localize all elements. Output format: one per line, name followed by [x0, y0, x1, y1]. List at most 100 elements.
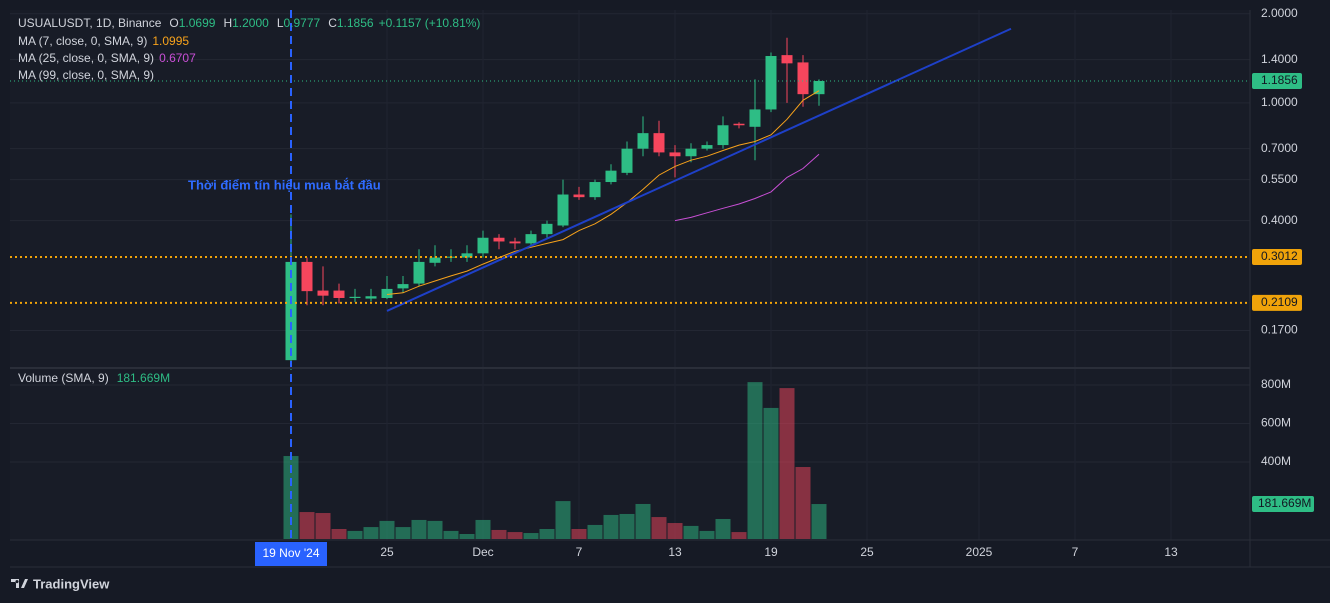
candle-body [621, 148, 633, 173]
level-tag [1252, 249, 1302, 266]
logo-text: TradingView [33, 576, 110, 591]
annotation: Thời điểm tín hiệu mua bắt đầu [188, 177, 381, 192]
y-tick-label: 0.1700 [1261, 323, 1298, 337]
candle-body [349, 296, 361, 298]
trend-line [386, 27, 1012, 312]
candle-body [541, 223, 553, 235]
volume-name: Volume (SMA, 9) [18, 371, 109, 385]
symbol: USUALUSDT, 1D, Binance [18, 16, 162, 30]
volume-bar [299, 512, 315, 539]
volume-bar [699, 530, 715, 539]
candle-body [429, 257, 441, 263]
candle-body [653, 133, 665, 153]
ohlc-value: 1.0699 [179, 16, 216, 30]
candle-body [525, 234, 537, 244]
candle-body [477, 237, 489, 254]
ma-legend: MA (25, close, 0, SMA, 9) 0.6707 [18, 51, 196, 65]
candle-body [589, 182, 601, 198]
volume-tick-label: 600M [1261, 416, 1291, 430]
volume-bar [347, 530, 363, 539]
change: +0.1157 (+10.81%) [379, 16, 481, 30]
volume-bar [427, 520, 443, 539]
volume-bar [443, 530, 459, 539]
candle-body [557, 194, 569, 226]
x-tick-label: 7 [1072, 545, 1079, 559]
volume-bar [459, 533, 475, 539]
volume-bar [683, 525, 699, 539]
candle-body [781, 55, 793, 64]
volume-bar [411, 519, 427, 539]
level-tag [1252, 294, 1302, 311]
volume-bar [491, 529, 507, 539]
volume-bar [571, 528, 587, 539]
candle-body [461, 253, 473, 258]
candle-body [301, 261, 313, 292]
axes: 2.0000 1.4000 1.0000 0.7000 0.5500 0.4000 0.17… [255, 6, 1314, 566]
volume-tick-label: 800M [1261, 377, 1291, 391]
x-tick-label: 7 [576, 545, 583, 559]
y-tick-label: 1.4000 [1261, 52, 1298, 66]
logo: TradingView [11, 576, 110, 591]
volume-bar [731, 532, 747, 539]
volume-bar [363, 527, 379, 539]
volume-bar [331, 528, 347, 539]
level-tag-label: 0.2109 [1261, 295, 1298, 309]
volume-bar [811, 504, 827, 539]
volume-bar [635, 503, 651, 539]
candle-body [397, 284, 409, 289]
x-tick-label: 13 [1164, 545, 1178, 559]
ohlc-key: H [223, 16, 232, 30]
ohlc-key: O [169, 16, 178, 30]
candle-body [317, 290, 329, 296]
candle-body [413, 261, 425, 284]
candle-body [717, 125, 729, 146]
candle-body [365, 296, 377, 299]
ma-legend: MA (7, close, 0, SMA, 9) 1.0995 [18, 34, 189, 48]
volume-bar [715, 518, 731, 539]
volume-tick-label: 400M [1261, 454, 1291, 468]
volume-pane [283, 382, 827, 539]
candle-body [797, 62, 809, 95]
overlays: Thời điểm tín hiệu mua bắt đầu [10, 10, 1250, 540]
candle-body [381, 288, 393, 298]
x-tick-label: 13 [668, 545, 682, 559]
volume-value: 181.669M [117, 371, 170, 385]
volume-bar [587, 524, 603, 539]
ohlc-value: 1.1856 [337, 16, 374, 30]
candle-body [333, 290, 345, 298]
candle-body [493, 237, 505, 242]
crosshair-tag [255, 542, 327, 566]
logo-icon [11, 579, 28, 588]
x-tick-label: 25 [860, 545, 874, 559]
x-tick-label: 25 [380, 545, 394, 559]
x-tick-label: 19 [764, 545, 778, 559]
volume-bar [475, 519, 491, 539]
candle-body [573, 194, 585, 198]
grid [10, 10, 1250, 540]
volume-bar [779, 388, 795, 539]
volume-bar [667, 523, 683, 539]
candle-body [765, 56, 777, 110]
candle-body [813, 80, 825, 95]
ohlc-value: 0.9777 [284, 16, 321, 30]
header-legend: USUALUSDT, 1D, Binance O1.0699 H1.2000 L0.9… [18, 16, 480, 30]
volume-bar [315, 513, 331, 539]
volume-bar [795, 467, 811, 539]
price-pane [285, 37, 825, 371]
price-tag [1252, 72, 1302, 89]
crosshair-label: 19 Nov '24 [263, 546, 320, 560]
ohlc-key: C [328, 16, 337, 30]
y-tick-label: 0.7000 [1261, 141, 1298, 155]
volume-tag-label: 181.669M [1258, 496, 1311, 510]
candle-body [701, 145, 713, 149]
plot-area [10, 10, 1250, 540]
volume-bar [507, 532, 523, 539]
y-tick-label: 0.5500 [1261, 172, 1298, 186]
candle-body [669, 152, 681, 157]
volume-tag [1252, 496, 1314, 513]
volume-bar [395, 527, 411, 539]
ohlc-key: L [277, 16, 284, 30]
ma-name: MA (25, close, 0, SMA, 9) [18, 51, 154, 65]
y-tick-label: 0.4000 [1261, 213, 1298, 227]
